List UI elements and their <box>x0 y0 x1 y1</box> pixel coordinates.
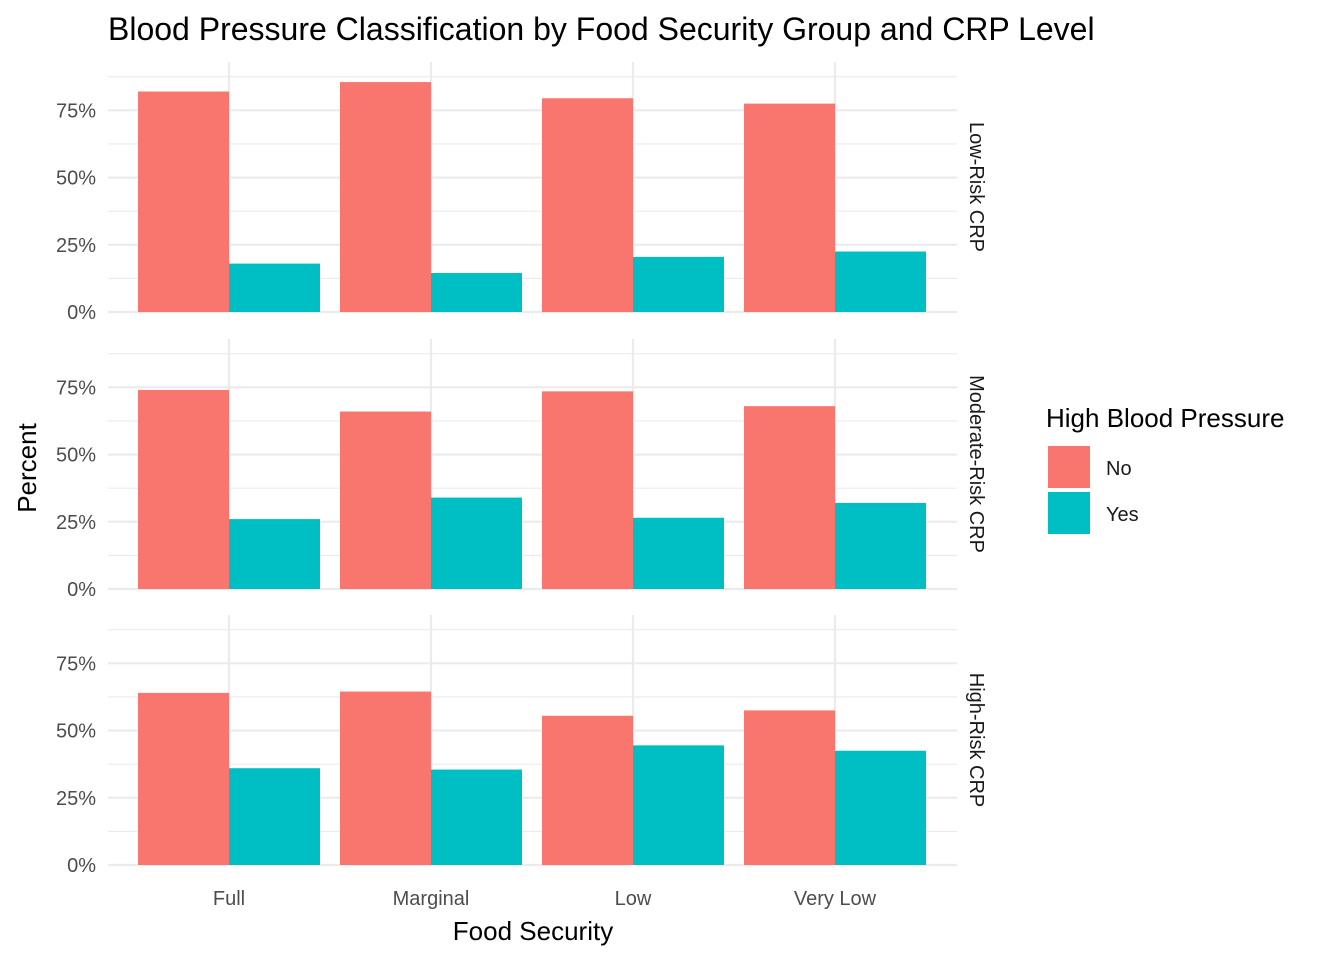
bar-yes-full <box>229 519 320 589</box>
bar-no-marginal <box>340 691 431 865</box>
y-tick-label: 50% <box>56 168 96 190</box>
x-axis: Full Marginal Low Very Low <box>213 888 877 910</box>
legend-label: No <box>1106 458 1132 480</box>
facet-panel: 0% 25% 50% 75% Low-Risk CRP <box>56 62 987 324</box>
legend-swatch-no <box>1048 446 1090 488</box>
y-tick-label: 25% <box>56 235 96 257</box>
x-tick-label: Low <box>615 888 652 910</box>
x-axis-title: Food Security <box>453 916 613 946</box>
x-tick-label: Very Low <box>794 888 877 910</box>
legend: High Blood Pressure No Yes <box>1046 403 1284 534</box>
facet-panel: 0% 25% 50% 75% Moderate-Risk CRP <box>56 339 987 601</box>
bar-yes-low <box>633 745 724 865</box>
facet-strip-label: Low-Risk CRP <box>965 122 987 252</box>
facet-panels: 0% 25% 50% 75% Low-Risk CRP 0% 25% 50% 75% Modera… <box>56 62 987 877</box>
bar-no-very-low <box>744 710 835 865</box>
facet-strip-label: Moderate-Risk CRP <box>965 375 987 553</box>
y-tick-label: 50% <box>56 445 96 467</box>
facet-panel: 0% 25% 50% 75% High-Risk CRP <box>56 615 987 877</box>
legend-label: Yes <box>1106 504 1139 526</box>
bar-yes-very-low <box>835 502 926 589</box>
x-tick-label: Marginal <box>393 888 470 910</box>
y-tick-label: 0% <box>67 855 96 877</box>
bar-no-very-low <box>744 103 835 312</box>
chart-title: Blood Pressure Classification by Food Se… <box>108 11 1095 47</box>
bar-no-marginal <box>340 82 431 312</box>
bar-yes-very-low <box>835 750 926 865</box>
bar-no-low <box>542 98 633 312</box>
bar-yes-low <box>633 256 724 312</box>
bar-no-full <box>138 91 229 312</box>
bar-no-full <box>138 692 229 865</box>
bar-no-low <box>542 715 633 865</box>
bar-yes-full <box>229 263 320 312</box>
bar-yes-marginal <box>431 497 522 589</box>
bar-yes-low <box>633 517 724 589</box>
legend-title: High Blood Pressure <box>1046 403 1284 433</box>
y-axis-title: Percent <box>12 422 42 512</box>
y-tick-label: 75% <box>56 377 96 399</box>
y-tick-label: 75% <box>56 100 96 122</box>
y-tick-label: 25% <box>56 788 96 810</box>
bar-yes-marginal <box>431 273 522 312</box>
y-tick-label: 50% <box>56 721 96 743</box>
bar-yes-marginal <box>431 769 522 865</box>
bar-no-low <box>542 391 633 589</box>
y-tick-label: 25% <box>56 512 96 534</box>
legend-swatch-yes <box>1048 492 1090 534</box>
y-tick-label: 0% <box>67 579 96 601</box>
bar-yes-very-low <box>835 251 926 312</box>
y-tick-label: 0% <box>67 302 96 324</box>
bar-yes-full <box>229 768 320 865</box>
bar-no-marginal <box>340 411 431 589</box>
facet-strip-label: High-Risk CRP <box>965 673 987 807</box>
bar-no-full <box>138 390 229 589</box>
bar-no-very-low <box>744 406 835 589</box>
y-tick-label: 75% <box>56 653 96 675</box>
x-tick-label: Full <box>213 888 245 910</box>
